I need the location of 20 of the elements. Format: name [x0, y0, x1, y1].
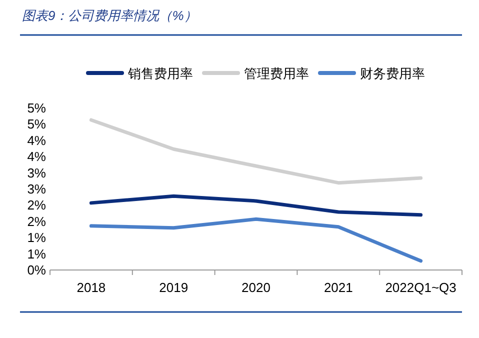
y-tick-label: 4% — [27, 132, 46, 148]
y-tick-label: 2% — [27, 198, 46, 213]
legend-label: 财务费用率 — [360, 66, 425, 81]
y-tick-label: 1% — [27, 246, 46, 262]
y-tick-label: 5% — [27, 100, 46, 116]
y-tick-label: 0% — [27, 262, 46, 278]
legend-label: 管理费用率 — [244, 66, 309, 81]
title: 图表9：公司费用率情况（%） — [22, 8, 197, 23]
x-tick-label: 2020 — [242, 280, 270, 295]
x-tick-label: 2019 — [159, 280, 188, 295]
y-tick-label: 5% — [27, 116, 46, 132]
x-tick-label: 2022Q1~Q3 — [385, 280, 456, 295]
y-tick-label: 3% — [27, 182, 46, 196]
legend-label: 销售费用率 — [127, 66, 193, 81]
x-tick-label: 2021 — [324, 280, 353, 295]
y-tick-label: 1% — [27, 230, 46, 246]
x-tick-label: 2018 — [76, 280, 106, 295]
y-tick-label: 2% — [27, 214, 46, 229]
y-tick-label: 3% — [27, 165, 46, 180]
y-tick-label: 4% — [27, 149, 46, 164]
